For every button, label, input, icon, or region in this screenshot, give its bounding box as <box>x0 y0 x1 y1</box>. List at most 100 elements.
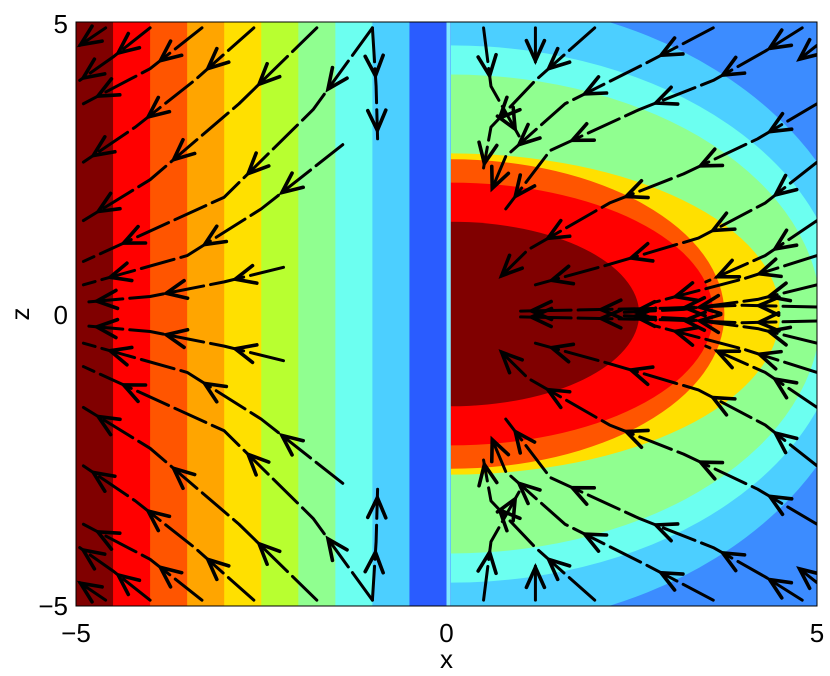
arrowhead-mark <box>325 65 349 93</box>
arrowhead-mark <box>709 395 737 417</box>
contour-band-left <box>113 22 151 606</box>
streamline-right <box>482 487 523 602</box>
arrowhead-mark <box>114 572 142 597</box>
contour-band-left <box>187 22 225 606</box>
arrowhead-mark <box>626 365 655 387</box>
streamline-left <box>78 546 152 602</box>
arrowhead-mark <box>245 151 271 177</box>
arrowhead-mark <box>524 38 547 66</box>
streamline-right <box>704 219 817 284</box>
arrowhead-mark <box>76 24 104 48</box>
arrowhead-mark <box>325 535 349 563</box>
arrowhead-mark <box>766 494 794 517</box>
arrowhead-mark <box>796 37 817 62</box>
arrowhead-mark <box>515 480 542 506</box>
arrowhead-mark <box>568 485 597 506</box>
streamline-right <box>519 303 817 313</box>
contour-band-left <box>298 22 336 606</box>
x-tick-label: 5 <box>810 618 824 648</box>
streamline-right <box>482 26 523 141</box>
arrowhead-mark <box>596 298 623 320</box>
arrowhead-mark <box>94 77 122 99</box>
contour-band-left <box>224 22 262 606</box>
arrowhead-mark <box>622 428 650 450</box>
arrowhead-mark <box>365 493 388 520</box>
arrowhead-mark <box>512 428 537 455</box>
arrowhead-mark <box>755 349 783 371</box>
arrowhead-mark <box>771 376 799 400</box>
arrowhead-mark <box>477 140 499 168</box>
arrowhead-mark <box>771 430 799 455</box>
x-tick-label: 0 <box>439 618 453 648</box>
streamline-left <box>81 26 204 106</box>
x-tick-label: −5 <box>61 618 91 648</box>
arrowhead-mark <box>495 105 518 133</box>
arrowhead-mark <box>754 311 781 333</box>
y-tick-label: −5 <box>38 591 68 621</box>
y-axis: 5 0 −5 z <box>5 9 68 621</box>
arrowhead-mark <box>544 387 572 410</box>
y-axis-label: z <box>5 308 35 321</box>
arrowhead-mark <box>170 137 197 163</box>
arrowhead-mark <box>144 508 172 533</box>
arrowhead-mark <box>754 295 781 317</box>
arrowhead-mark <box>245 451 271 477</box>
streamline-left <box>81 464 256 602</box>
arrowhead-mark <box>230 263 259 285</box>
arrowhead-mark <box>114 31 142 56</box>
arrowhead-mark <box>498 253 524 279</box>
arrowhead-mark <box>161 278 190 301</box>
streamline-left <box>81 143 345 287</box>
contour-band-left <box>372 22 410 606</box>
contour-band-left <box>409 22 447 606</box>
contour-band-left <box>261 22 299 606</box>
streamline-left <box>81 324 285 363</box>
arrowhead-mark <box>765 28 794 51</box>
streamline-right <box>519 315 817 325</box>
streamline-left <box>81 341 345 485</box>
arrowhead-mark <box>489 164 511 193</box>
arrowhead-mark <box>657 570 685 592</box>
arrowhead-mark <box>92 317 120 340</box>
y-tick-label: 0 <box>54 300 68 330</box>
arrowhead-mark <box>94 529 122 551</box>
arrowhead-mark <box>200 381 229 404</box>
arrowhead-mark <box>363 53 385 81</box>
arrowhead-mark <box>764 325 793 347</box>
arrowhead-mark <box>545 556 572 582</box>
arrowhead-mark <box>515 122 542 148</box>
arrowhead-mark <box>255 540 282 567</box>
streamline-left <box>81 365 374 602</box>
contour-band-left <box>335 22 373 606</box>
arrowhead-mark <box>476 547 498 576</box>
arrowhead-mark <box>230 343 259 365</box>
contour-band-left <box>76 22 114 606</box>
streamline-right <box>800 569 817 585</box>
arrowhead-mark <box>696 147 725 168</box>
streamline-left <box>370 487 380 602</box>
arrowhead-mark <box>76 580 104 604</box>
arrowhead-mark <box>764 281 793 303</box>
arrowhead-mark <box>755 257 783 279</box>
arrowhead-mark <box>156 39 184 64</box>
streamline-left <box>81 522 204 602</box>
streamline-right <box>489 26 715 193</box>
arrowhead-mark <box>79 57 107 81</box>
arrowhead-mark <box>695 293 723 316</box>
arrowhead-mark <box>119 224 148 245</box>
arrowhead-mark <box>626 241 655 263</box>
arrowhead-mark <box>544 218 572 241</box>
arrowhead-mark <box>771 173 799 198</box>
arrowhead-mark <box>526 306 554 329</box>
arrowhead-mark <box>363 547 385 575</box>
arrowhead-mark <box>580 532 609 553</box>
arrowhead-mark <box>92 288 120 311</box>
streamline-right <box>482 458 597 602</box>
arrowhead-mark <box>524 562 547 590</box>
streamline-layer <box>76 24 817 604</box>
arrowhead-mark <box>718 55 747 78</box>
streamline-right <box>652 324 817 374</box>
arrowhead-mark <box>476 52 498 81</box>
streamline-left <box>81 26 319 223</box>
arrowhead-mark <box>170 465 197 491</box>
